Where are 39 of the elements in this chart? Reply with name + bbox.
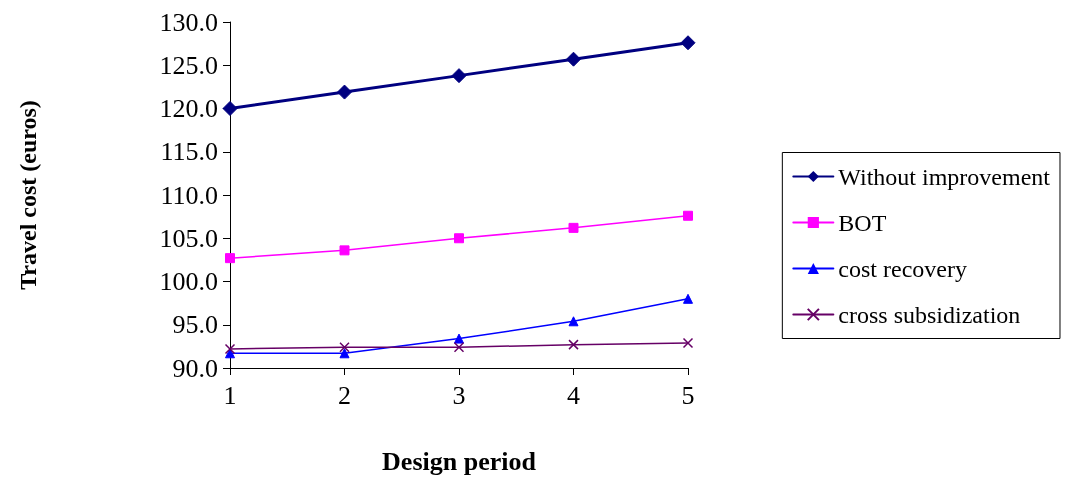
y-axis-title: Travel cost (euros) <box>15 100 41 290</box>
legend-label: cross subsidization <box>838 301 1021 328</box>
point <box>568 339 579 350</box>
y-tick-label: 95.0 <box>172 310 218 340</box>
legend-label: BOT <box>838 209 887 236</box>
point <box>453 341 465 353</box>
point <box>339 245 350 256</box>
x-tick-label: 3 <box>452 380 466 410</box>
point <box>454 333 464 344</box>
point <box>451 68 467 84</box>
y-tick-label: 110.0 <box>160 180 218 210</box>
y-tick-label: 125.0 <box>159 50 218 80</box>
point <box>568 222 579 233</box>
y-tick-label: 90.0 <box>172 353 218 383</box>
x-axis-title: Design period <box>382 446 537 476</box>
y-tick-label: 105.0 <box>159 223 218 253</box>
point <box>339 341 350 353</box>
point <box>225 253 235 264</box>
x-tick-label: 2 <box>338 380 351 410</box>
x-tick-label: 1 <box>223 380 237 410</box>
point <box>568 316 579 327</box>
point <box>683 293 693 304</box>
legend-label: cost recovery <box>838 255 967 282</box>
x-tick-label: 5 <box>681 380 695 410</box>
x-tick-label: 4 <box>567 380 580 410</box>
point <box>566 51 581 67</box>
point <box>682 337 694 349</box>
point <box>222 101 238 116</box>
point <box>680 35 696 51</box>
y-tick-label: 100.0 <box>159 267 218 296</box>
point <box>337 84 352 100</box>
point <box>339 348 350 359</box>
point <box>454 233 464 244</box>
point <box>683 210 693 221</box>
legend-label: Without improvement <box>838 163 1051 190</box>
y-tick-label: 115.0 <box>160 137 218 167</box>
point <box>224 343 236 355</box>
y-tick-label: 120.0 <box>159 94 218 123</box>
y-tick-label: 130.0 <box>159 7 218 37</box>
